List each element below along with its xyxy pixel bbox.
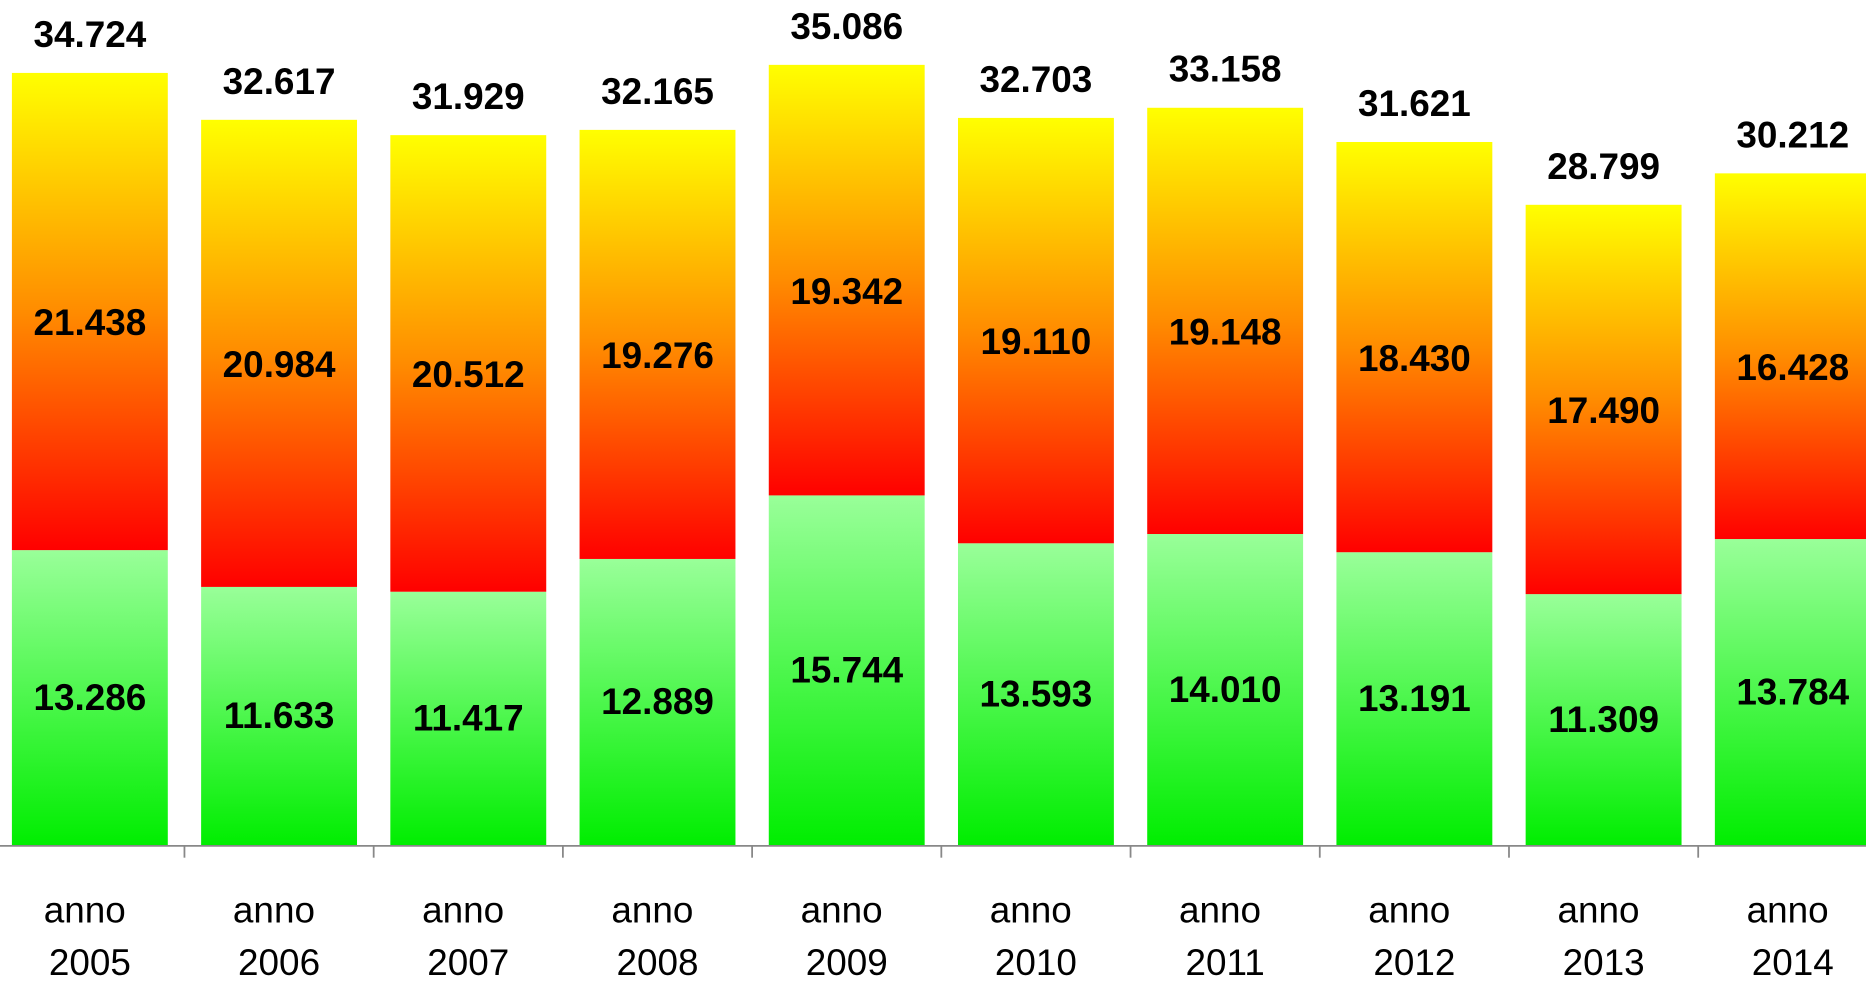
data-label: 15.744 [790, 650, 903, 691]
bar-segment [1336, 552, 1493, 846]
x-tick-label: anno 2008 [611, 890, 703, 983]
x-tick-label: anno 2013 [1557, 890, 1649, 983]
bar-segment [201, 586, 358, 846]
total-label: 33.158 [1169, 49, 1282, 90]
bar-segment [201, 119, 358, 587]
bar-segment [768, 64, 925, 496]
data-label: 14.010 [1169, 669, 1282, 710]
data-label: 13.593 [980, 673, 1093, 714]
data-label: 19.148 [1169, 312, 1282, 353]
total-label: 34.724 [33, 14, 146, 55]
total-label: 32.617 [223, 61, 336, 102]
bar-segment [390, 591, 547, 846]
bar-segment [957, 117, 1114, 544]
x-tick-label: anno 2014 [1747, 890, 1839, 983]
bar-segment [1714, 539, 1866, 846]
data-label: 19.342 [790, 271, 903, 312]
x-tick-label: anno 2010 [990, 890, 1082, 983]
data-label: 21.438 [33, 302, 146, 343]
data-label: 13.191 [1358, 678, 1471, 719]
data-label: 11.309 [1548, 699, 1659, 740]
bar-segment [1147, 534, 1304, 846]
data-label: 17.490 [1547, 390, 1660, 431]
bar-segment [11, 72, 168, 551]
bar-segment [1525, 594, 1682, 846]
data-label: 11.633 [224, 695, 335, 736]
data-label: 13.784 [1736, 671, 1849, 712]
data-label: 20.984 [223, 344, 336, 385]
bar-segment [390, 135, 547, 592]
x-tick-label: anno 2007 [422, 890, 514, 983]
bar-segment [1714, 173, 1866, 540]
bar-segment [579, 129, 736, 559]
data-label: 19.276 [601, 335, 714, 376]
bar-segment [1147, 107, 1304, 535]
bar-segment [11, 550, 168, 846]
total-label: 32.165 [601, 71, 714, 112]
bar-segment [1525, 204, 1682, 595]
x-tick-label: anno 2011 [1179, 890, 1271, 983]
bar-segment [768, 495, 925, 846]
bar-segment [957, 543, 1114, 846]
data-label: 16.428 [1736, 347, 1849, 388]
x-tick-label: anno 2012 [1368, 890, 1460, 983]
data-label: 11.417 [413, 698, 524, 739]
total-label: 31.929 [412, 76, 525, 117]
data-label: 19.110 [981, 321, 1092, 362]
x-tick-label: anno 2005 [44, 890, 136, 983]
bar-segment [579, 558, 736, 846]
data-label: 20.512 [412, 354, 525, 395]
total-label: 31.621 [1358, 83, 1471, 124]
data-label: 12.889 [601, 681, 714, 722]
data-label: 18.430 [1358, 338, 1471, 379]
data-label: 13.286 [33, 677, 146, 718]
total-label: 32.703 [980, 59, 1093, 100]
total-label: 28.799 [1547, 146, 1660, 187]
bar-segment [1336, 141, 1493, 553]
total-label: 35.086 [790, 6, 903, 47]
total-label: 30.212 [1736, 114, 1849, 155]
x-tick-label: anno 2006 [233, 890, 325, 983]
x-tick-label: anno 2009 [801, 890, 893, 983]
